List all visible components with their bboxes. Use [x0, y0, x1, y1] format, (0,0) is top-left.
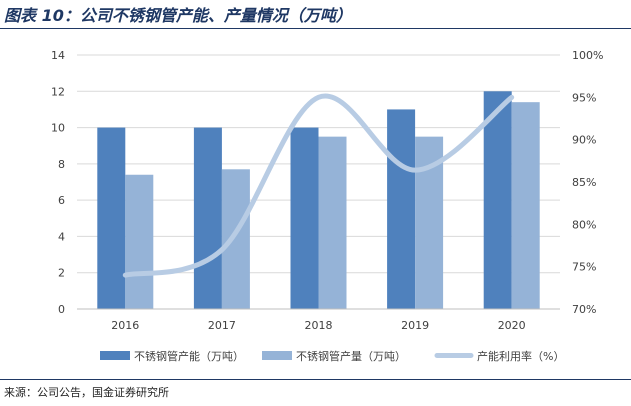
bars	[97, 91, 540, 310]
x-tick-label: 2018	[305, 319, 333, 332]
x-tick-label: 2020	[498, 319, 526, 332]
y-right-tick-label: 90%	[572, 134, 596, 147]
y-left-tick-label: 2	[58, 267, 65, 280]
title-divider	[0, 28, 631, 29]
footer-divider	[0, 379, 631, 380]
y-left-tick-label: 0	[58, 303, 65, 316]
bar-capacity	[483, 91, 512, 310]
y-left-tick-label: 6	[58, 194, 65, 207]
y-left-tick-label: 8	[58, 158, 65, 171]
legend-swatch	[262, 351, 292, 360]
y-right-tick-label: 85%	[572, 176, 596, 189]
y-right-tick-label: 70%	[572, 303, 596, 316]
bar-output	[318, 136, 347, 309]
chart-area: 0 2 4 6 8 10 12 14 70% 75% 80% 85% 90% 95% 100% 2016 201…	[51, 49, 603, 363]
bar-capacity	[97, 127, 126, 309]
utilization-line	[122, 93, 515, 278]
legend-label: 产能利用率（%）	[477, 349, 564, 363]
bar-capacity	[193, 127, 222, 309]
axes: 0 2 4 6 8 10 12 14 70% 75% 80% 85% 90% 95% 100% 2016 201…	[51, 49, 603, 332]
utilization-line-path	[122, 93, 515, 278]
y-left-tick-label: 4	[58, 230, 65, 243]
y-left-tick-label: 12	[51, 85, 65, 98]
bar-capacity	[387, 109, 416, 309]
x-tick-label: 2016	[111, 319, 139, 332]
y-right-tick-label: 75%	[572, 261, 596, 274]
y-right-tick-label: 100%	[572, 49, 603, 62]
legend-label: 不锈钢管产量（万吨）	[296, 349, 406, 363]
source-note: 来源：公司公告，国金证券研究所	[4, 386, 169, 399]
bar-output	[125, 174, 154, 309]
bar-output	[511, 102, 540, 310]
y-left-tick-label: 10	[51, 122, 65, 135]
y-left-tick-label: 14	[51, 49, 65, 62]
bar-capacity	[290, 127, 319, 309]
chart-title: 图表 10：公司不锈钢管产能、产量情况（万吨）	[4, 6, 352, 25]
y-right-tick-label: 80%	[572, 218, 596, 231]
legend-label: 不锈钢管产能（万吨）	[134, 349, 244, 363]
y-right-tick-label: 95%	[572, 91, 596, 104]
legend-swatch	[100, 351, 130, 360]
x-tick-label: 2017	[208, 319, 236, 332]
x-tick-label: 2019	[401, 319, 429, 332]
legend: 不锈钢管产能（万吨） 不锈钢管产量（万吨） 产能利用率（%）	[100, 349, 564, 363]
bar-output	[221, 169, 250, 309]
